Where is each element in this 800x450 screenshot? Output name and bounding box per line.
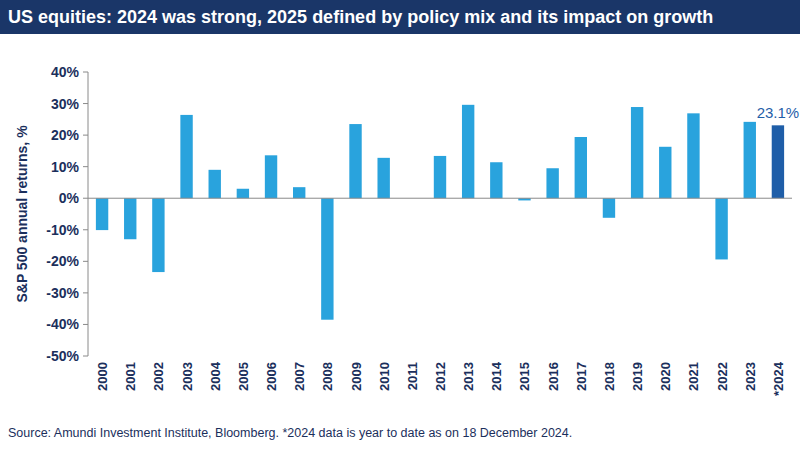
bar — [603, 198, 615, 218]
y-axis-line — [88, 72, 89, 356]
x-tick-label: *2024 — [771, 361, 786, 396]
bar — [377, 158, 389, 198]
y-tick-label: -30% — [46, 285, 79, 301]
y-tick — [83, 324, 88, 325]
y-tick-label: 10% — [51, 159, 80, 175]
y-tick-label: 30% — [51, 96, 80, 112]
data-label: 23.1% — [757, 104, 800, 121]
bar — [659, 147, 671, 198]
x-tick-label: 2019 — [630, 362, 645, 391]
bar — [293, 187, 305, 198]
bar — [434, 156, 446, 198]
bar — [490, 162, 502, 198]
y-tick — [83, 356, 88, 357]
title: US equities: 2024 was strong, 2025 defin… — [8, 7, 713, 27]
baseline — [88, 198, 792, 199]
bar — [631, 107, 643, 198]
bar — [772, 125, 784, 198]
y-tick — [83, 261, 88, 262]
x-tick-label: 2003 — [180, 362, 195, 391]
x-tick-label: 2010 — [377, 362, 392, 391]
x-tick-label: 2020 — [658, 362, 673, 391]
y-tick-label: 20% — [51, 127, 80, 143]
bar — [462, 105, 474, 198]
x-tick-label: 2011 — [405, 362, 420, 390]
x-tick-label: 2013 — [461, 362, 476, 391]
bar — [265, 155, 277, 198]
x-tick-label: 2021 — [686, 362, 701, 391]
source: Source: Amundi Investment Institute, Blo… — [8, 426, 572, 440]
x-tick-label: 2007 — [292, 362, 307, 391]
x-tick-label: 2008 — [320, 362, 335, 391]
bar — [152, 198, 164, 272]
y-axis-label: S&P 500 annual returns, % — [14, 125, 30, 303]
x-tick-label: 2001 — [123, 362, 138, 391]
y-tick — [83, 229, 88, 230]
y-tick — [83, 103, 88, 104]
y-tick — [83, 72, 88, 73]
bar — [715, 198, 727, 259]
bar — [744, 122, 756, 198]
x-tick-label: 2002 — [151, 362, 166, 391]
bar — [209, 170, 221, 198]
x-tick-label: 2022 — [715, 362, 730, 391]
x-tick-label: 2015 — [517, 362, 532, 391]
x-tick-label: 2016 — [546, 362, 561, 391]
x-tick-label: 2009 — [349, 362, 364, 391]
y-tick-label: -20% — [46, 253, 79, 269]
x-tick-label: 2004 — [208, 361, 223, 391]
bars — [96, 105, 784, 320]
x-tick-label: 2012 — [433, 362, 448, 391]
x-tick-label: 2017 — [574, 362, 589, 391]
y-tick — [83, 166, 88, 167]
y-tick-label: -40% — [46, 316, 79, 332]
bar — [321, 198, 333, 319]
y-tick — [83, 135, 88, 136]
y-tick-label: -10% — [46, 222, 79, 238]
bar — [237, 189, 249, 198]
x-tick-label: 2006 — [264, 362, 279, 391]
bar — [575, 137, 587, 198]
y-tick — [83, 292, 88, 293]
bar — [349, 124, 361, 198]
bar — [96, 198, 108, 230]
x-tick-label: 2014 — [489, 361, 504, 391]
bar — [546, 168, 558, 198]
title-banner — [0, 0, 800, 34]
bar — [687, 113, 699, 198]
y-tick-label: -50% — [46, 348, 79, 364]
bar — [124, 198, 136, 239]
x-tick-label: 2023 — [743, 362, 758, 391]
x-tick-label: 2018 — [602, 362, 617, 391]
chart: US equities: 2024 was strong, 2025 defin… — [0, 0, 800, 450]
y-tick-label: 0% — [59, 190, 80, 206]
y-tick — [83, 198, 88, 199]
x-tick-label: 2000 — [95, 362, 110, 391]
bar — [180, 115, 192, 198]
y-tick-label: 40% — [51, 64, 80, 80]
x-tick-label: 2005 — [236, 362, 251, 391]
